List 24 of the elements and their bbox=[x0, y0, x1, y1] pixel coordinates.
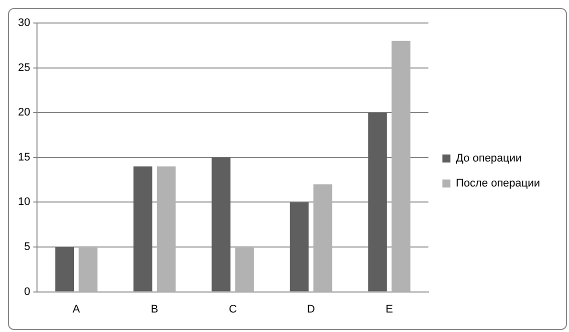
bar bbox=[156, 166, 176, 292]
x-tick-label: E bbox=[386, 303, 393, 316]
bar bbox=[212, 157, 230, 292]
bar bbox=[392, 40, 410, 292]
y-tick-label: 10 bbox=[18, 196, 30, 208]
bar bbox=[55, 247, 74, 292]
x-tick-label: A bbox=[72, 303, 81, 316]
bar bbox=[290, 202, 309, 292]
y-tick-label: 5 bbox=[24, 241, 30, 254]
bar bbox=[133, 166, 152, 292]
x-tick-label: D bbox=[307, 303, 316, 316]
y-tick-label: 20 bbox=[18, 106, 30, 119]
y-tick-label: 15 bbox=[18, 151, 30, 164]
bar bbox=[313, 184, 332, 292]
y-tick-label: 0 bbox=[24, 286, 30, 298]
y-tick-label: 30 bbox=[18, 17, 30, 30]
x-tick-label: C bbox=[228, 303, 237, 316]
legend-label: До операции bbox=[456, 152, 522, 165]
legend-label: После операции bbox=[456, 178, 540, 190]
x-tick-label: B bbox=[150, 303, 158, 316]
y-tick-label: 25 bbox=[18, 62, 30, 74]
bar bbox=[235, 247, 254, 292]
bar bbox=[78, 247, 98, 292]
bar bbox=[368, 112, 387, 292]
